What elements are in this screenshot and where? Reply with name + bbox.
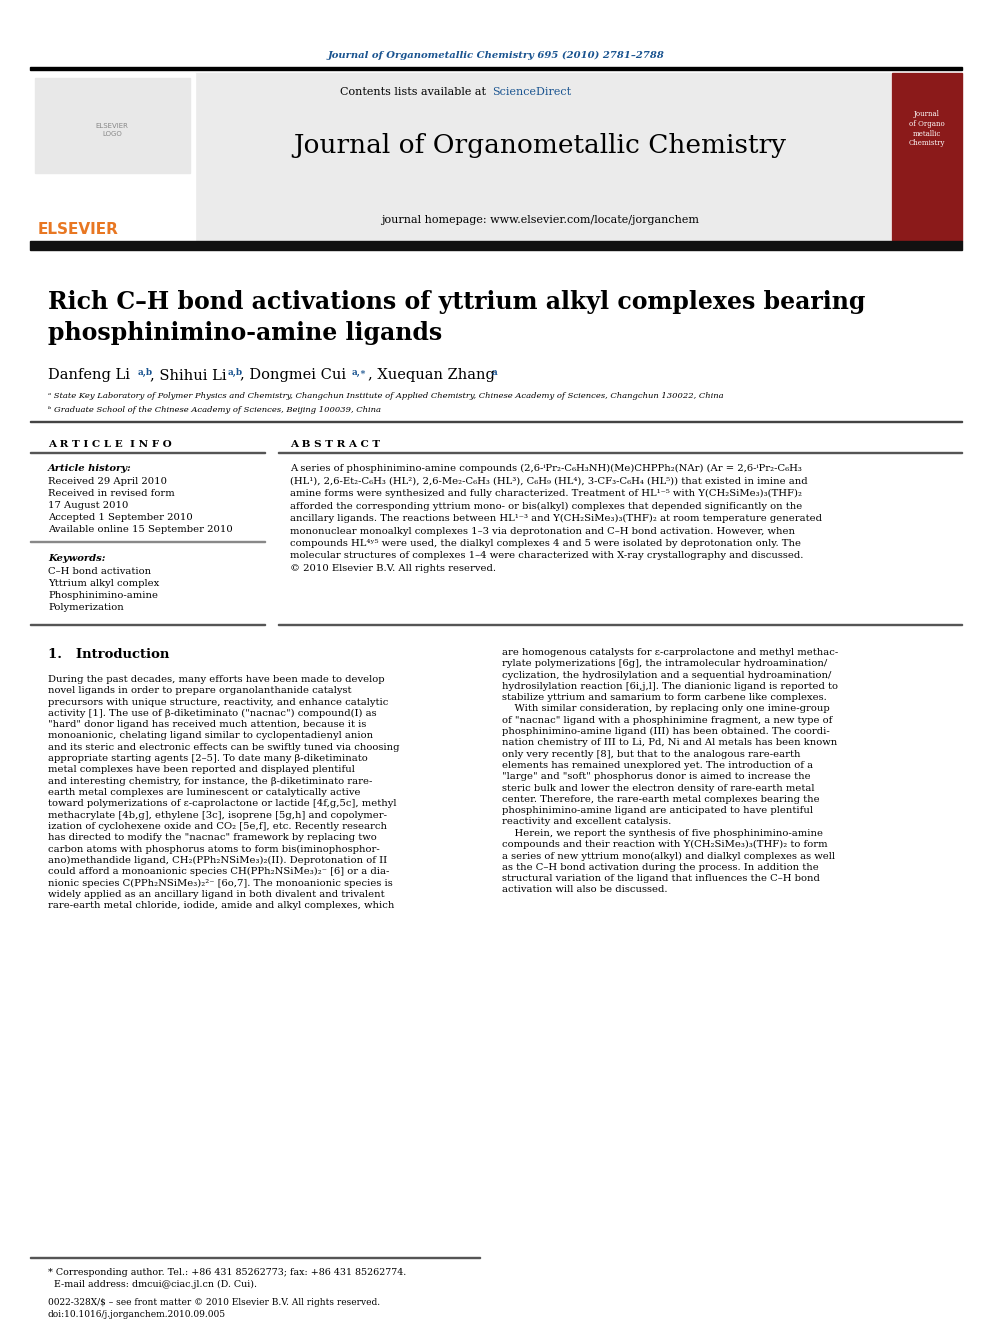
Text: a,b: a,b <box>138 368 153 377</box>
Text: has directed to modify the "nacnac" framework by replacing two: has directed to modify the "nacnac" fram… <box>48 833 377 843</box>
Text: nation chemistry of III to Li, Pd, Ni and Al metals has been known: nation chemistry of III to Li, Pd, Ni an… <box>502 738 837 747</box>
Text: ᵇ Graduate School of the Chinese Academy of Sciences, Beijing 100039, China: ᵇ Graduate School of the Chinese Academy… <box>48 406 381 414</box>
Text: (HL¹), 2,6-Et₂-C₆H₃ (HL²), 2,6-Me₂-C₆H₃ (HL³), C₆H₉ (HL⁴), 3-CF₃-C₆H₄ (HL⁵)) tha: (HL¹), 2,6-Et₂-C₆H₃ (HL²), 2,6-Me₂-C₆H₃ … <box>290 476 807 486</box>
Text: ano)methandide ligand, CH₂(PPh₂NSiMe₃)₂(II). Deprotonation of II: ano)methandide ligand, CH₂(PPh₂NSiMe₃)₂(… <box>48 856 387 865</box>
Text: A series of phosphinimino-amine compounds (2,6-ⁱPr₂-C₆H₃NH)(Me)CHPPh₂(NAr) (Ar =: A series of phosphinimino-amine compound… <box>290 464 802 474</box>
Text: Received in revised form: Received in revised form <box>48 490 175 497</box>
Bar <box>30 241 962 250</box>
Text: , Shihui Li: , Shihui Li <box>150 368 226 382</box>
Text: Polymerization: Polymerization <box>48 603 124 613</box>
Text: Keywords:: Keywords: <box>48 554 105 564</box>
Text: mononuclear monoalkyl complexes 1–3 via deprotonation and C–H bond activation. H: mononuclear monoalkyl complexes 1–3 via … <box>290 527 795 536</box>
Text: Journal of Organometallic Chemistry: Journal of Organometallic Chemistry <box>294 132 787 157</box>
Text: phosphinimino-amine ligand (III) has been obtained. The coordi-: phosphinimino-amine ligand (III) has bee… <box>502 728 829 736</box>
Text: Yttrium alkyl complex: Yttrium alkyl complex <box>48 579 160 587</box>
Text: afforded the corresponding yttrium mono- or bis(alkyl) complexes that depended s: afforded the corresponding yttrium mono-… <box>290 501 803 511</box>
Text: During the past decades, many efforts have been made to develop: During the past decades, many efforts ha… <box>48 675 385 684</box>
Text: earth metal complexes are luminescent or catalytically active: earth metal complexes are luminescent or… <box>48 789 360 796</box>
Text: phosphinimino-amine ligand are anticipated to have plentiful: phosphinimino-amine ligand are anticipat… <box>502 806 813 815</box>
Text: With similar consideration, by replacing only one imine-group: With similar consideration, by replacing… <box>502 705 829 713</box>
Text: E-mail address: dmcui@ciac.jl.cn (D. Cui).: E-mail address: dmcui@ciac.jl.cn (D. Cui… <box>48 1279 257 1289</box>
Text: activity [1]. The use of β-diketiminato ("nacnac") compound(I) as: activity [1]. The use of β-diketiminato … <box>48 709 377 718</box>
Text: Herein, we report the synthesis of five phosphinimino-amine: Herein, we report the synthesis of five … <box>502 828 823 837</box>
Text: Accepted 1 September 2010: Accepted 1 September 2010 <box>48 513 192 523</box>
Text: steric bulk and lower the electron density of rare-earth metal: steric bulk and lower the electron densi… <box>502 783 814 792</box>
Text: C–H bond activation: C–H bond activation <box>48 568 151 576</box>
Text: Rich C–H bond activations of yttrium alkyl complexes bearing
phosphinimino-amine: Rich C–H bond activations of yttrium alk… <box>48 290 865 345</box>
Text: stabilize yttrium and samarium to form carbene like complexes.: stabilize yttrium and samarium to form c… <box>502 693 826 703</box>
Bar <box>30 73 195 241</box>
Text: Received 29 April 2010: Received 29 April 2010 <box>48 478 167 486</box>
Text: A B S T R A C T: A B S T R A C T <box>290 441 380 448</box>
Text: journal homepage: www.elsevier.com/locate/jorganchem: journal homepage: www.elsevier.com/locat… <box>381 216 699 225</box>
Text: widely applied as an ancillary ligand in both divalent and trivalent: widely applied as an ancillary ligand in… <box>48 889 385 898</box>
Text: 1.   Introduction: 1. Introduction <box>48 648 170 662</box>
Text: Journal
of Organo
metallic
Chemistry: Journal of Organo metallic Chemistry <box>909 110 945 147</box>
Bar <box>35 78 190 173</box>
Text: , Xuequan Zhang: , Xuequan Zhang <box>368 368 495 382</box>
Bar <box>30 67 962 70</box>
Text: ScienceDirect: ScienceDirect <box>492 87 571 97</box>
Text: of "nacnac" ligand with a phosphinimine fragment, a new type of: of "nacnac" ligand with a phosphinimine … <box>502 716 832 725</box>
Text: Journal of Organometallic Chemistry 695 (2010) 2781–2788: Journal of Organometallic Chemistry 695 … <box>327 50 665 60</box>
Text: and its steric and electronic effects can be swiftly tuned via choosing: and its steric and electronic effects ca… <box>48 742 400 751</box>
Text: Danfeng Li: Danfeng Li <box>48 368 130 382</box>
Text: carbon atoms with phosphorus atoms to form bis(iminophosphor-: carbon atoms with phosphorus atoms to fo… <box>48 844 380 853</box>
Text: a series of new yttrium mono(alkyl) and dialkyl complexes as well: a series of new yttrium mono(alkyl) and … <box>502 852 835 860</box>
Text: activation will also be discussed.: activation will also be discussed. <box>502 885 668 894</box>
Bar <box>195 73 890 241</box>
Text: precursors with unique structure, reactivity, and enhance catalytic: precursors with unique structure, reacti… <box>48 697 389 706</box>
Text: Available online 15 September 2010: Available online 15 September 2010 <box>48 525 233 534</box>
Text: © 2010 Elsevier B.V. All rights reserved.: © 2010 Elsevier B.V. All rights reserved… <box>290 564 496 573</box>
Text: are homogenous catalysts for ε-carprolactone and methyl methac-: are homogenous catalysts for ε-carprolac… <box>502 648 838 658</box>
Text: 17 August 2010: 17 August 2010 <box>48 501 128 509</box>
Text: monoanionic, chelating ligand similar to cyclopentadienyl anion: monoanionic, chelating ligand similar to… <box>48 732 373 741</box>
Text: rylate polymerizations [6g], the intramolecular hydroamination/: rylate polymerizations [6g], the intramo… <box>502 659 827 668</box>
Text: A R T I C L E  I N F O: A R T I C L E I N F O <box>48 441 172 448</box>
Text: compounds HL⁴ʸ⁵ were used, the dialkyl complexes 4 and 5 were isolated by deprot: compounds HL⁴ʸ⁵ were used, the dialkyl c… <box>290 538 801 548</box>
Text: 0022-328X/$ – see front matter © 2010 Elsevier B.V. All rights reserved.: 0022-328X/$ – see front matter © 2010 El… <box>48 1298 380 1307</box>
Text: compounds and their reaction with Y(CH₂SiMe₃)₃(THF)₂ to form: compounds and their reaction with Y(CH₂S… <box>502 840 827 849</box>
Text: , Dongmei Cui: , Dongmei Cui <box>240 368 346 382</box>
Text: as the C–H bond activation during the process. In addition the: as the C–H bond activation during the pr… <box>502 863 818 872</box>
Text: molecular structures of complexes 1–4 were characterized with X-ray crystallogra: molecular structures of complexes 1–4 we… <box>290 552 804 561</box>
Text: Contents lists available at: Contents lists available at <box>340 87 490 97</box>
Text: only very recently [8], but that to the analogous rare-earth: only very recently [8], but that to the … <box>502 750 801 758</box>
Text: ELSEVIER: ELSEVIER <box>38 222 119 238</box>
Text: toward polymerizations of ε-caprolactone or lactide [4f,g,5c], methyl: toward polymerizations of ε-caprolactone… <box>48 799 397 808</box>
Text: Phosphinimino-amine: Phosphinimino-amine <box>48 591 158 601</box>
Text: rare-earth metal chloride, iodide, amide and alkyl complexes, which: rare-earth metal chloride, iodide, amide… <box>48 901 395 910</box>
Text: a,b: a,b <box>228 368 243 377</box>
Text: metal complexes have been reported and displayed plentiful: metal complexes have been reported and d… <box>48 766 355 774</box>
Text: "hard" donor ligand has received much attention, because it is: "hard" donor ligand has received much at… <box>48 720 366 729</box>
Text: appropriate starting agents [2–5]. To date many β-diketiminato: appropriate starting agents [2–5]. To da… <box>48 754 368 763</box>
Text: a,∗: a,∗ <box>352 368 367 377</box>
Text: novel ligands in order to prepare organolanthanide catalyst: novel ligands in order to prepare organo… <box>48 687 351 696</box>
Text: amine forms were synthesized and fully characterized. Treatment of HL¹⁻⁵ with Y(: amine forms were synthesized and fully c… <box>290 490 802 499</box>
Text: ancillary ligands. The reactions between HL¹⁻³ and Y(CH₂SiMe₃)₃(THF)₂ at room te: ancillary ligands. The reactions between… <box>290 515 822 523</box>
Text: nionic species C(PPh₂NSiMe₃)₂²⁻ [6o,7]. The monoanionic species is: nionic species C(PPh₂NSiMe₃)₂²⁻ [6o,7]. … <box>48 878 393 888</box>
Text: reactivity and excellent catalysis.: reactivity and excellent catalysis. <box>502 818 672 827</box>
Text: and interesting chemistry, for instance, the β-diketiminato rare-: and interesting chemistry, for instance,… <box>48 777 372 786</box>
Text: could afford a monoanionic species CH(PPh₂NSiMe₃)₂⁻ [6] or a dia-: could afford a monoanionic species CH(PP… <box>48 867 390 876</box>
Text: doi:10.1016/j.jorganchem.2010.09.005: doi:10.1016/j.jorganchem.2010.09.005 <box>48 1310 226 1319</box>
Text: a: a <box>492 368 498 377</box>
Text: * Corresponding author. Tel.: +86 431 85262773; fax: +86 431 85262774.: * Corresponding author. Tel.: +86 431 85… <box>48 1267 407 1277</box>
Text: methacrylate [4b,g], ethylene [3c], isoprene [5g,h] and copolymer-: methacrylate [4b,g], ethylene [3c], isop… <box>48 811 387 820</box>
Text: elements has remained unexplored yet. The introduction of a: elements has remained unexplored yet. Th… <box>502 761 813 770</box>
Text: Article history:: Article history: <box>48 464 132 474</box>
Text: ELSEVIER
LOGO: ELSEVIER LOGO <box>95 123 128 136</box>
Text: cyclization, the hydrosilylation and a sequential hydroamination/: cyclization, the hydrosilylation and a s… <box>502 671 831 680</box>
Text: ᵃ State Key Laboratory of Polymer Physics and Chemistry, Changchun Institute of : ᵃ State Key Laboratory of Polymer Physic… <box>48 392 723 400</box>
Text: center. Therefore, the rare-earth metal complexes bearing the: center. Therefore, the rare-earth metal … <box>502 795 819 804</box>
Text: "large" and "soft" phosphorus donor is aimed to increase the: "large" and "soft" phosphorus donor is a… <box>502 773 810 782</box>
Text: ization of cyclohexene oxide and CO₂ [5e,f], etc. Recently research: ization of cyclohexene oxide and CO₂ [5e… <box>48 822 387 831</box>
Bar <box>892 73 962 241</box>
Text: structural variation of the ligand that influences the C–H bond: structural variation of the ligand that … <box>502 875 819 882</box>
Text: hydrosilylation reaction [6i,j,l]. The dianionic ligand is reported to: hydrosilylation reaction [6i,j,l]. The d… <box>502 681 838 691</box>
